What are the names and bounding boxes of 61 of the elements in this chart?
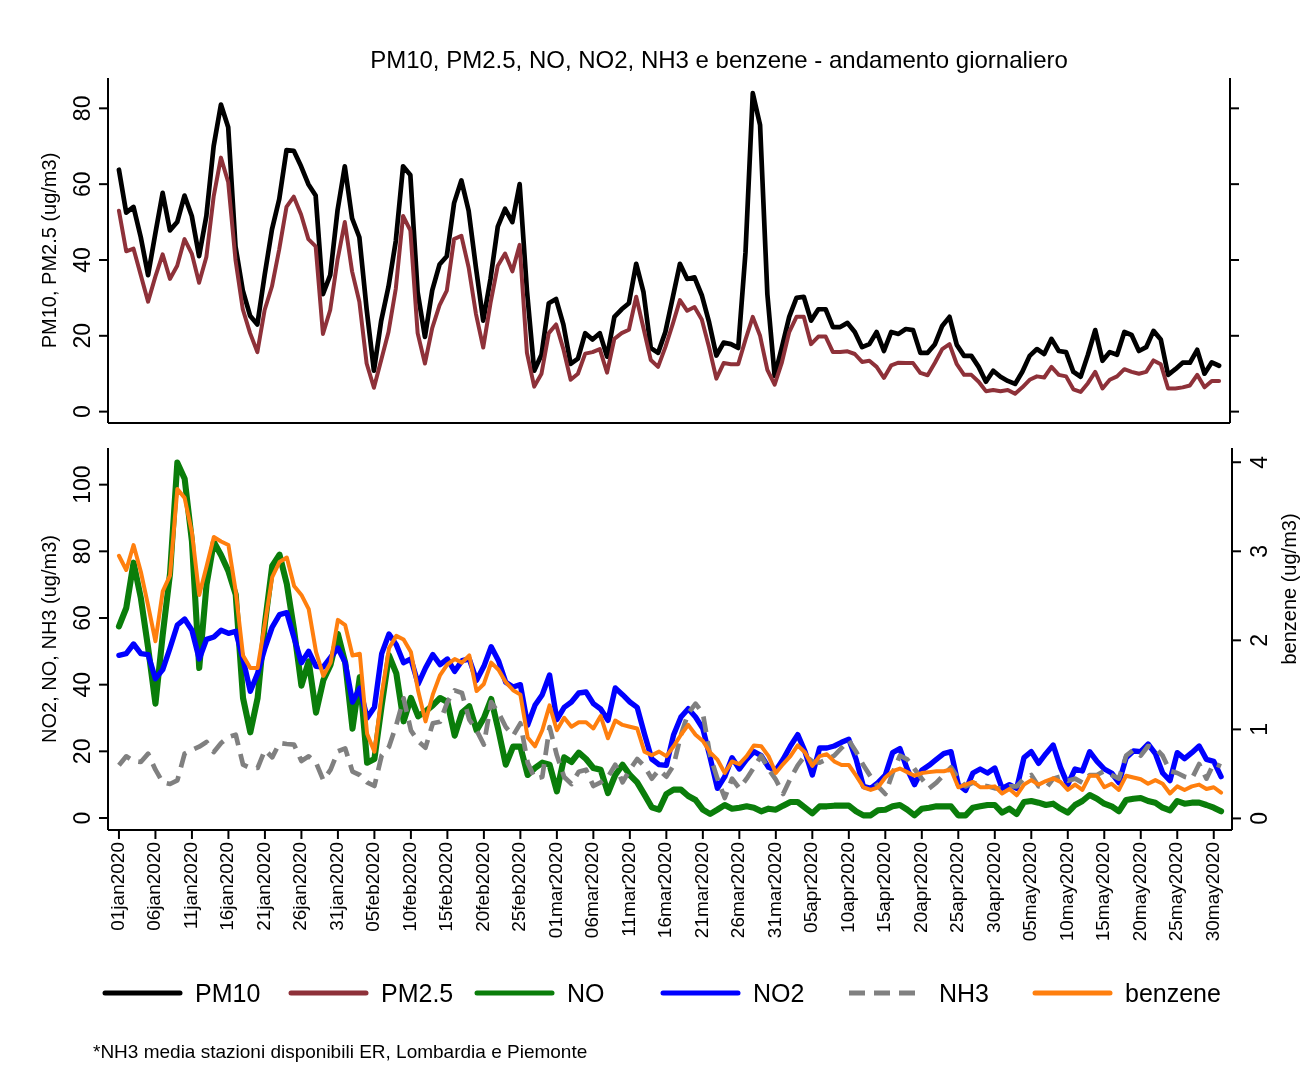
y-axis-title: NO2, NO, NH3 (ug/m3) [38,535,60,743]
y2-tick-label: 1 [1245,722,1272,736]
x-tick-label: 20apr2020 [909,842,931,933]
x-tick-label: 30may2020 [1201,842,1223,942]
x-tick-label: 10apr2020 [836,842,858,933]
legend-label: NO2 [753,979,805,1007]
y2-tick-label: 3 [1245,544,1272,558]
legend-label: NO [567,979,605,1007]
y-tick-label: 20 [69,738,95,765]
line-series [116,155,1222,396]
x-tick-label: 16mar2020 [654,842,676,939]
y-tick-label: 100 [69,465,95,504]
x-tick-label: 15may2020 [1092,842,1114,942]
x-tick-label: 15feb2020 [435,842,457,932]
legend-label: benzene [1125,979,1221,1007]
line-series [116,687,1224,801]
y-tick-label: 40 [69,671,95,698]
x-tick-label: 05feb2020 [362,842,384,932]
x-tick-label: 26mar2020 [727,842,749,939]
x-tick-label: 11jan2020 [179,842,201,930]
x-tick-label: 25feb2020 [508,842,530,932]
x-tick-label: 06jan2020 [143,842,165,931]
y2-tick-label: 4 [1245,455,1272,469]
chart-title: PM10, PM2.5, NO, NO2, NH3 e benzene - andamento giornaliero [370,46,1068,73]
y-tick-label: 60 [69,605,95,631]
x-tick-label: 05may2020 [1019,842,1041,942]
x-tick-label: 25may2020 [1165,842,1187,942]
x-tick-label: 25apr2020 [946,842,968,933]
x-tick-label: 31mar2020 [763,842,785,939]
legend-label: PM10 [195,979,261,1007]
y2-tick-label: 2 [1245,633,1272,647]
x-tick-label: 20may2020 [1128,842,1150,942]
x-tick-label: 15apr2020 [873,842,895,933]
line-series [116,90,1222,387]
y-tick-label: 40 [69,247,95,273]
x-tick-label: 11mar2020 [617,842,639,937]
x-tick-label: 26jan2020 [289,842,311,931]
x-tick-label: 01mar2020 [544,842,566,939]
x-tick-label: 01jan2020 [106,842,128,931]
x-tick-label: 16jan2020 [216,842,238,931]
x-tick-label: 06mar2020 [581,842,603,939]
y-tick-label: 20 [69,323,95,349]
x-tick-label: 20feb2020 [471,842,493,932]
y-tick-label: 80 [69,95,95,122]
x-tick-label: 10feb2020 [398,842,420,932]
y-tick-label: 0 [69,811,95,825]
y-tick-label: 0 [69,405,95,419]
x-tick-label: 30apr2020 [982,842,1004,933]
y-tick-label: 80 [69,538,95,565]
legend-label: NH3 [939,979,990,1007]
y2-axis-title: benzene (ug/m3) [1278,513,1301,665]
x-tick-label: 21mar2020 [690,842,712,939]
x-tick-label: 05apr2020 [800,842,822,933]
legend-label: PM2.5 [381,979,454,1007]
y2-tick-label: 0 [1245,812,1272,825]
text: *NH3 media stazioni disponibili ER, Lombardia e Piemonte [93,1041,588,1062]
y-tick-label: 60 [69,171,95,197]
x-tick-label: 10may2020 [1055,842,1077,942]
x-tick-label: 21jan2020 [252,842,274,931]
x-tick-label: 31jan2020 [325,842,347,931]
y-axis-title: PM10, PM2.5 (ug/m3) [38,152,60,349]
